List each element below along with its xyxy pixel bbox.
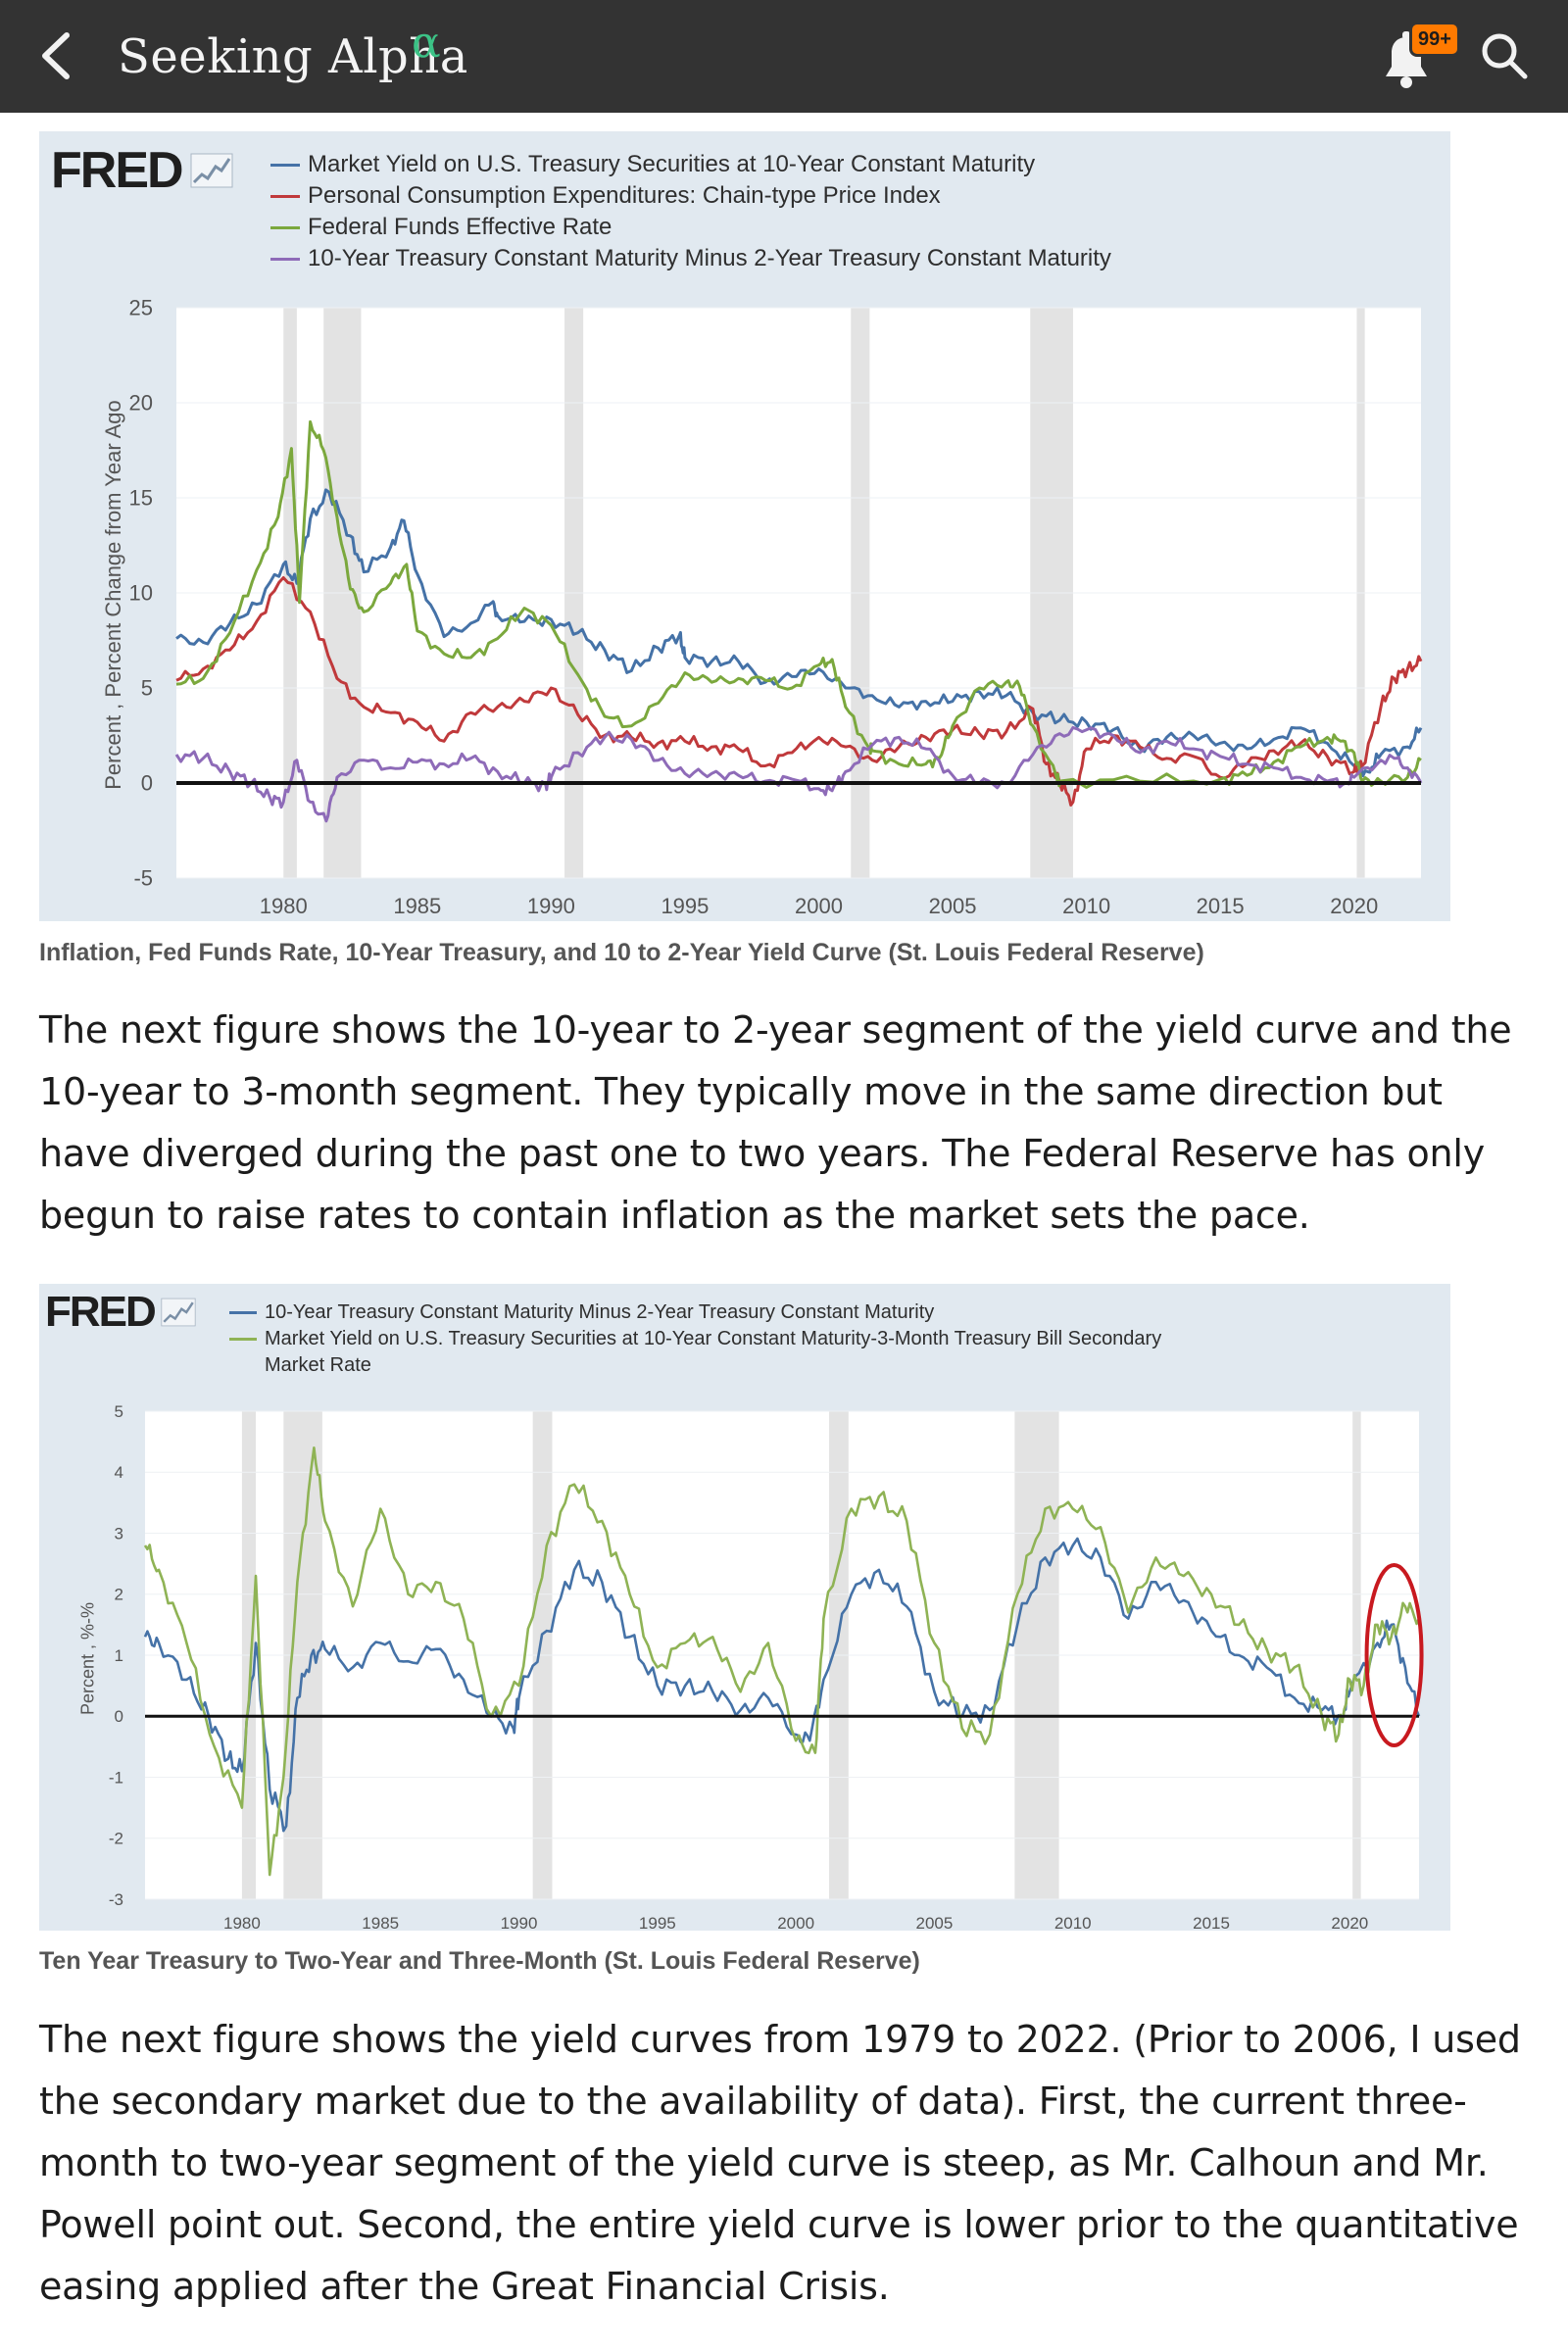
fred-logo: FRED (51, 141, 233, 200)
legend-item: Personal Consumption Expenditures: Chain… (270, 180, 1407, 212)
figure-2-caption: Ten Year Treasury to Two-Year and Three-… (39, 1947, 920, 1975)
y-tick-label: 3 (115, 1524, 123, 1543)
legend-label: Federal Funds Effective Rate (308, 214, 612, 240)
legend-label: 10-Year Treasury Constant Maturity Minus… (308, 245, 1111, 271)
y-tick-label: -1 (109, 1768, 123, 1787)
legend-label: 10-Year Treasury Constant Maturity Minus… (265, 1301, 935, 1323)
x-tick-label: 1980 (223, 1914, 261, 1933)
notification-badge: 99+ (1409, 22, 1460, 57)
y-tick-label: 10 (129, 581, 153, 606)
legend-swatch (270, 195, 300, 198)
x-tick-label: 1990 (527, 894, 575, 918)
app-logo: Seeking Alpha α (118, 18, 468, 94)
chart-1-legend: Market Yield on U.S. Treasury Securities… (270, 149, 1407, 274)
y-tick-label: 0 (141, 771, 153, 796)
x-tick-label: 1980 (260, 894, 308, 918)
alpha-mark: α (412, 18, 441, 68)
x-tick-label: 1995 (661, 894, 709, 918)
y-tick-label: 5 (115, 1402, 123, 1421)
x-tick-label: 1985 (393, 894, 441, 918)
x-tick-label: 2000 (795, 894, 843, 918)
search-button[interactable] (1478, 29, 1533, 84)
legend-item: Market Yield on U.S. Treasury Securities… (270, 149, 1407, 180)
figure-1-caption: Inflation, Fed Funds Rate, 10-Year Treas… (39, 939, 1204, 966)
y-tick-label: -2 (109, 1830, 123, 1848)
series-line (175, 419, 1422, 789)
series-line (143, 1446, 1421, 1877)
y-tick-label: 1 (115, 1646, 123, 1665)
y-tick-label: 5 (141, 676, 153, 701)
fred-chart-1: FRED Market Yield on U.S. Treasury Secur… (39, 131, 1450, 921)
x-tick-label: 2020 (1331, 1914, 1368, 1933)
series-line (174, 725, 1423, 823)
legend-item: Market Yield on U.S. Treasury Securities… (229, 1326, 1209, 1379)
x-tick-label: 2005 (929, 894, 977, 918)
y-tick-label: -3 (109, 1890, 123, 1909)
fred-chart-icon (161, 1298, 196, 1327)
x-tick-label: 2000 (777, 1914, 814, 1933)
x-tick-label: 2020 (1330, 894, 1378, 918)
fred-logo: FRED (45, 1288, 196, 1337)
fred-chart-icon (190, 153, 233, 188)
x-tick-label: 1995 (639, 1914, 676, 1933)
y-tick-label: 0 (115, 1707, 123, 1726)
legend-item: 10-Year Treasury Constant Maturity Minus… (270, 243, 1407, 274)
article-paragraph-1: The next figure shows the 10-year to 2-y… (39, 1008, 1512, 1237)
chart-2-svg: 5 4 3 2 1 0 -1 -2 -3 1980 1985 1990 1995 2000 2005 2010… (109, 1402, 1424, 1933)
fred-logo-text: FRED (45, 1288, 157, 1336)
article-paragraph-2: The next figure shows the yield curves f… (39, 2018, 1521, 2308)
x-tick-label: 2010 (1054, 1914, 1092, 1933)
back-button[interactable] (29, 25, 88, 86)
chart-2-legend: 10-Year Treasury Constant Maturity Minus… (229, 1299, 1209, 1379)
fred-logo-text: FRED (51, 142, 184, 199)
x-tick-label: 2010 (1062, 894, 1110, 918)
legend-label: Market Yield on U.S. Treasury Securities… (308, 151, 1036, 177)
x-tick-label: 2015 (1197, 894, 1245, 918)
legend-item: 10-Year Treasury Constant Maturity Minus… (229, 1299, 1209, 1326)
x-tick-label: 1985 (362, 1914, 399, 1933)
highlight-circle (1364, 1563, 1424, 1747)
series-line (175, 488, 1423, 778)
x-tick-label: 2005 (916, 1914, 954, 1933)
x-tick-label: 1990 (501, 1914, 538, 1933)
legend-label: Market Yield on U.S. Treasury Securities… (265, 1328, 1162, 1376)
legend-label: Personal Consumption Expenditures: Chain… (308, 182, 941, 209)
legend-swatch (270, 164, 300, 167)
legend-swatch (270, 226, 300, 229)
y-tick-label: 15 (129, 486, 153, 511)
app-title: Seeking Alpha (118, 29, 468, 84)
x-tick-label: 2015 (1193, 1914, 1230, 1933)
legend-item: Federal Funds Effective Rate (270, 212, 1407, 243)
legend-swatch (229, 1338, 257, 1341)
fred-chart-2: FRED 10-Year Treasury Constant Maturity … (39, 1284, 1450, 1933)
y-tick-label: 4 (115, 1463, 123, 1482)
series-line (143, 1537, 1421, 1833)
app-bar: Seeking Alpha α 99+ (0, 0, 1568, 113)
y-tick-label: 25 (129, 296, 153, 320)
y-tick-label: 20 (129, 391, 153, 416)
y-tick-label: 2 (115, 1586, 123, 1604)
back-chevron-icon (42, 32, 70, 79)
legend-swatch (229, 1311, 257, 1314)
search-icon (1482, 33, 1528, 79)
y-tick-label: -5 (133, 866, 153, 891)
legend-swatch (270, 258, 300, 261)
